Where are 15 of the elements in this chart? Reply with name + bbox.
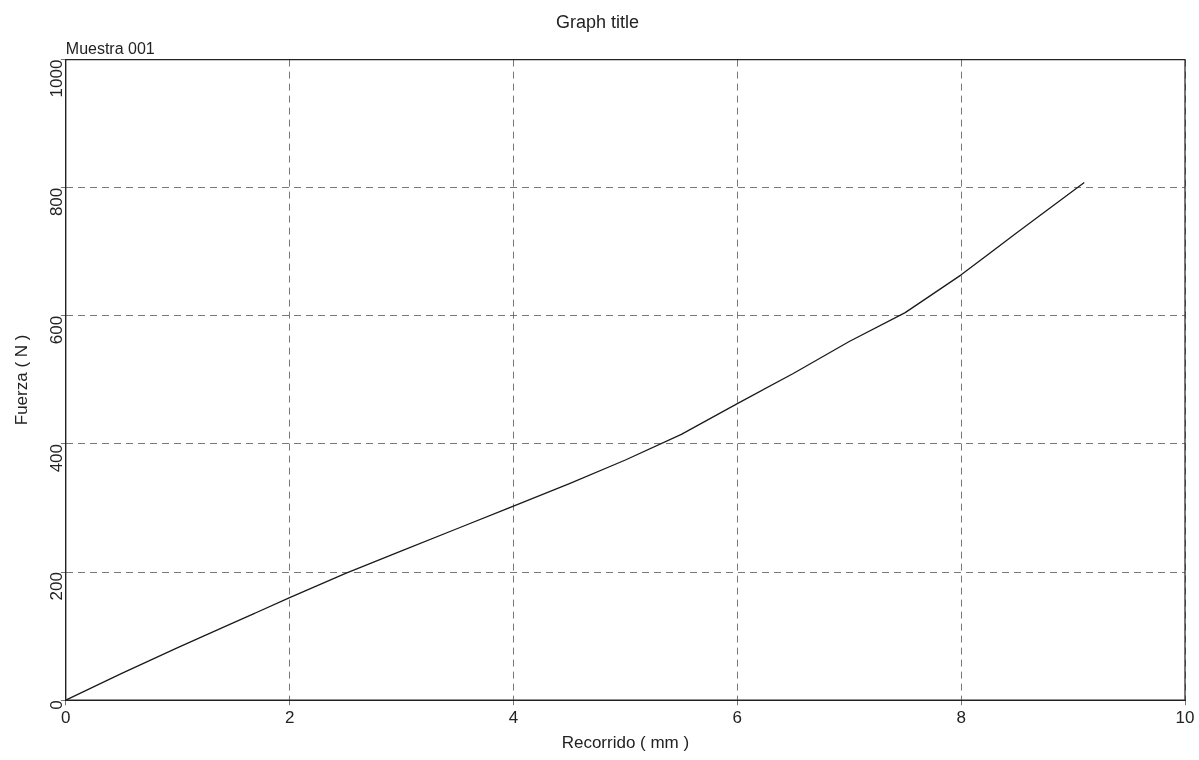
text: Muestra 001 <box>65 40 155 58</box>
x-tick-label: 2 <box>284 708 295 728</box>
y-axis-title: Fuerza ( N ) <box>11 334 31 426</box>
x-axis-title: Recorrido ( mm ) <box>561 733 690 753</box>
y-tick-label: 200 <box>47 572 67 601</box>
x-tick-label: 10 <box>1175 708 1195 728</box>
y-tick-label: 400 <box>47 443 67 473</box>
y-tick-label: 800 <box>47 187 67 217</box>
y-tick-label: 0 <box>47 700 67 710</box>
chart-title: Graph title <box>555 11 640 32</box>
x-tick-label: 8 <box>956 708 966 728</box>
y-tick-label: 600 <box>47 315 67 345</box>
x-tick-label: 4 <box>508 708 519 728</box>
y-tick-label: 1000 <box>47 59 67 98</box>
x-tick-label: 6 <box>732 708 743 728</box>
